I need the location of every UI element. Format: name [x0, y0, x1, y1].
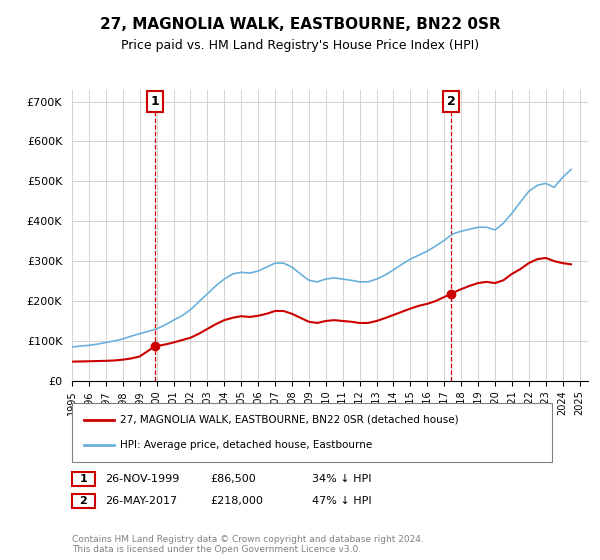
Text: £218,000: £218,000 [210, 496, 263, 506]
Text: 1: 1 [151, 95, 159, 108]
Text: 26-NOV-1999: 26-NOV-1999 [105, 474, 179, 484]
Text: Price paid vs. HM Land Registry's House Price Index (HPI): Price paid vs. HM Land Registry's House … [121, 39, 479, 52]
Text: 1: 1 [80, 474, 87, 484]
Text: 27, MAGNOLIA WALK, EASTBOURNE, BN22 0SR (detached house): 27, MAGNOLIA WALK, EASTBOURNE, BN22 0SR … [120, 415, 458, 425]
Text: HPI: Average price, detached house, Eastbourne: HPI: Average price, detached house, East… [120, 440, 372, 450]
Text: 34% ↓ HPI: 34% ↓ HPI [312, 474, 371, 484]
Text: £86,500: £86,500 [210, 474, 256, 484]
Text: 26-MAY-2017: 26-MAY-2017 [105, 496, 177, 506]
Text: 47% ↓ HPI: 47% ↓ HPI [312, 496, 371, 506]
Text: 2: 2 [446, 95, 455, 108]
Text: 2: 2 [80, 496, 87, 506]
Text: Contains HM Land Registry data © Crown copyright and database right 2024.
This d: Contains HM Land Registry data © Crown c… [72, 535, 424, 554]
Text: 27, MAGNOLIA WALK, EASTBOURNE, BN22 0SR: 27, MAGNOLIA WALK, EASTBOURNE, BN22 0SR [100, 17, 500, 32]
